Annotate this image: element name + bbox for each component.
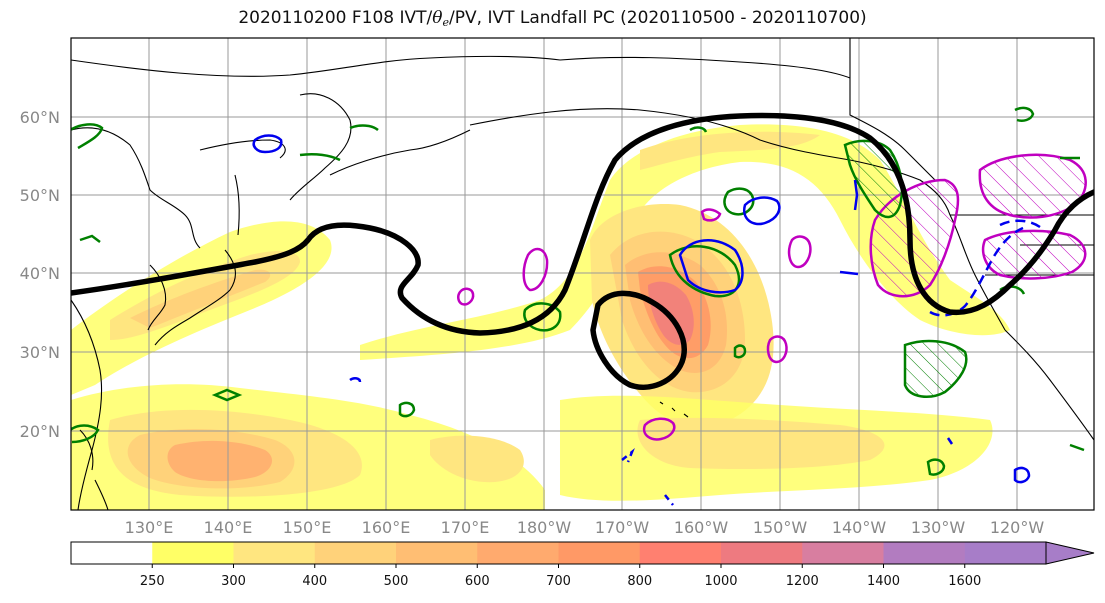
- colorbar-tick-label: 400: [302, 574, 327, 589]
- lat-label: 40°N: [20, 264, 60, 283]
- coast-alaska: [469, 108, 851, 161]
- colorbar-tick-label: 250: [140, 574, 165, 589]
- colorbar-segment: [558, 542, 641, 564]
- colorbar-extension: [1045, 541, 1095, 565]
- green-contour-10: [689, 126, 747, 359]
- border-canada-alaska: [849, 38, 936, 181]
- colorbar-segment: [396, 542, 478, 564]
- colorbar-segment: [721, 542, 803, 564]
- green-contour-6: [71, 123, 379, 162]
- colorbar-segment: [152, 542, 234, 564]
- theta-e-green-contours: [71, 106, 1085, 476]
- landfall-pc-small-4: [766, 335, 788, 364]
- lon-label: 130°E: [125, 518, 174, 537]
- coast-mexico: [1004, 329, 1094, 441]
- coast-aleutians: [329, 129, 471, 176]
- colorbar-tick-label: 1600: [948, 574, 981, 589]
- longitude-labels: 130°E 140°E 150°E 160°E 170°E 180°W 170°W 160°W…: [125, 518, 1045, 537]
- coast-japan: [154, 249, 236, 346]
- blue-contour-1: [678, 239, 744, 294]
- coast-philippines: [79, 429, 109, 510]
- colorbar-segment: [477, 542, 559, 564]
- green-contour-11: [71, 234, 101, 444]
- blue-contour-3: [252, 134, 283, 154]
- colorbar-segment: [964, 542, 1047, 564]
- lon-label: 120°W: [990, 518, 1045, 537]
- coast-alaska-north: [559, 56, 851, 79]
- coast-us-west: [949, 214, 1006, 331]
- colorbar-tick-label: 600: [465, 574, 490, 589]
- lon-label: 150°W: [753, 518, 808, 537]
- coast-sakhalin: [234, 174, 240, 236]
- colorbar-tick-label: 800: [627, 574, 652, 589]
- colorbar-tick-label: 500: [384, 574, 409, 589]
- lon-label: 160°W: [674, 518, 729, 537]
- map-title: 2020110200 F108 IVT/θe/PV, IVT Landfall …: [238, 8, 867, 29]
- coast-okhotsk: [199, 139, 286, 159]
- landfall-pc-small-3: [787, 235, 812, 269]
- ivt-shading: [71, 124, 1010, 510]
- lon-label: 170°W: [595, 518, 650, 537]
- green-contour-2: [903, 339, 968, 398]
- lat-label: 20°N: [20, 422, 60, 441]
- blue-contour-5: [929, 226, 1024, 317]
- lat-label: 50°N: [20, 186, 60, 205]
- lon-label: 180°W: [517, 518, 572, 537]
- colorbar-segment: [639, 542, 722, 564]
- lon-label: 140°W: [832, 518, 887, 537]
- pv-main-contour: [71, 112, 1094, 336]
- green-contour-9: [1014, 106, 1080, 160]
- colorbar-segment: [71, 542, 153, 564]
- colorbar-tick-label: 300: [221, 574, 246, 589]
- colorbar-tick-label: 1000: [704, 574, 737, 589]
- coast-siberia: [71, 55, 561, 77]
- landfall-pc-small-2: [457, 287, 475, 306]
- coast-hawaii: [659, 401, 689, 418]
- colorbar-segment: [883, 542, 966, 564]
- landfall-pc-region-3: [981, 229, 1087, 280]
- theta-e-blue-contours: [252, 134, 1041, 506]
- coast-kamchatka: [289, 93, 352, 201]
- lon-label: 140°E: [204, 518, 253, 537]
- landfall-pc-small-1: [522, 247, 549, 292]
- colorbar-segment: [802, 542, 884, 564]
- latitude-labels: 20°N 30°N 40°N 50°N 60°N: [20, 108, 60, 441]
- blue-contour-4: [839, 179, 859, 276]
- green-contour-7: [211, 388, 416, 418]
- colorbar-tick-label: 700: [546, 574, 571, 589]
- colorbar-segment: [233, 542, 316, 564]
- blue-contour-6: [999, 219, 1041, 229]
- coast-china-east: [71, 299, 103, 510]
- colorbar-tick-label: 1200: [786, 574, 819, 589]
- pv-closed-contour: [590, 290, 687, 390]
- pv-contours: [71, 112, 1094, 390]
- colorbar-tick-label: 1400: [867, 574, 900, 589]
- lat-label: 30°N: [20, 343, 60, 362]
- colorbar-segment: [314, 542, 397, 564]
- lon-label: 170°E: [441, 518, 490, 537]
- lat-label: 60°N: [20, 108, 60, 127]
- landfall-pc-contours: [457, 153, 1087, 441]
- coast-korea: [147, 264, 167, 331]
- landfall-pc-small-6: [700, 208, 722, 222]
- map-frame: [70, 37, 1095, 511]
- lon-label: 130°W: [911, 518, 966, 537]
- lon-label: 150°E: [283, 518, 332, 537]
- colorbar: 250 300 400 500 600 700 800 1000 1200 1400 1600: [70, 541, 1095, 589]
- lon-label: 160°E: [362, 518, 411, 537]
- landfall-pc-small-5: [642, 417, 676, 441]
- green-contour-4: [723, 187, 755, 216]
- blue-contour-8: [349, 377, 1031, 484]
- ivt-region-arc: [360, 124, 1010, 360]
- blue-contour-7: [621, 448, 674, 506]
- coast-asia-north: [71, 127, 201, 249]
- blue-contour-2: [742, 196, 781, 226]
